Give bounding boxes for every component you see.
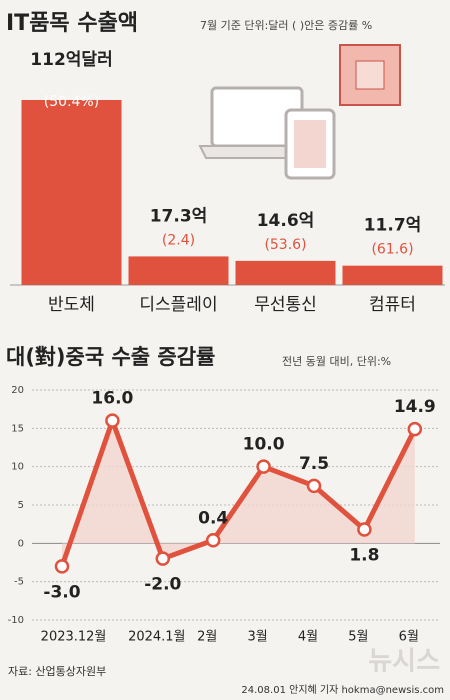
x-tick-label: 6월 <box>399 630 419 645</box>
value-label: 11.7억 <box>364 216 422 236</box>
x-tick-label: 2월 <box>197 630 217 645</box>
value-label: 112억달러 <box>30 49 112 70</box>
growth-label: (2.4) <box>162 232 195 248</box>
x-tick-label: 3월 <box>247 630 267 645</box>
line <box>59 418 418 568</box>
marker <box>357 522 372 537</box>
device-illustration <box>198 44 401 180</box>
chart-title: 대(對)중국 수출 증감률 <box>6 345 215 369</box>
marker <box>256 459 271 474</box>
chart-subtitle: 7월 기준 단위:달러 ( )안은 증감률 % <box>200 19 372 32</box>
y-tick-label: -10 <box>8 615 24 626</box>
data-label: 0.4 <box>198 508 228 528</box>
watermark: 뉴시스 <box>368 647 440 677</box>
growth-label: (53.6) <box>264 237 306 253</box>
y-tick-label: 5 <box>18 500 24 511</box>
y-tick-label: 20 <box>11 385 24 396</box>
data-label: -2.0 <box>144 575 181 595</box>
data-label: -3.0 <box>43 582 80 602</box>
data-label: 16.0 <box>91 389 133 409</box>
data-label: 7.5 <box>299 454 329 474</box>
marker <box>105 413 120 428</box>
y-tick-label: -5 <box>14 577 24 588</box>
growth-label: (50.4%) <box>44 94 99 110</box>
chip-core <box>355 60 385 90</box>
category-label: 컴퓨터 <box>369 295 416 315</box>
bar <box>235 260 336 285</box>
category-label: 반도체 <box>48 295 95 315</box>
growth-label: (61.6) <box>371 242 413 258</box>
marker <box>54 559 70 574</box>
chart-subtitle: 전년 동월 대비, 단위:% <box>282 355 391 368</box>
x-tick-label: 2024.1월 <box>128 630 185 645</box>
y-tick-label: 15 <box>11 423 24 434</box>
source: 자료: 산업통상자원부 <box>8 665 106 678</box>
data-label: 10.0 <box>243 435 285 455</box>
marker <box>306 478 322 494</box>
y-tick-label: 0 <box>18 538 24 549</box>
x-tick-label: 4월 <box>298 630 318 645</box>
category-label: 디스플레이 <box>139 295 217 315</box>
marker <box>407 421 423 437</box>
y-tick-label: 10 <box>11 462 24 473</box>
bar <box>21 100 122 285</box>
data-label: 1.8 <box>349 546 379 566</box>
value-label: 17.3억 <box>150 206 208 226</box>
bar <box>128 256 229 285</box>
chart-title: IT품목 수출액 <box>6 11 138 36</box>
marker <box>205 533 221 548</box>
x-tick-label: 5월 <box>348 630 368 645</box>
value-label: 14.6억 <box>257 211 315 231</box>
credit: 24.08.01 안지혜 기자 hokma@newsis.com <box>241 684 444 696</box>
bar <box>342 265 443 285</box>
category-label: 무선통신 <box>254 295 317 315</box>
x-tick-label: 2023.12월 <box>41 630 107 645</box>
tablet-screen <box>294 120 326 168</box>
marker <box>155 551 171 566</box>
data-label: 14.9 <box>394 397 436 417</box>
